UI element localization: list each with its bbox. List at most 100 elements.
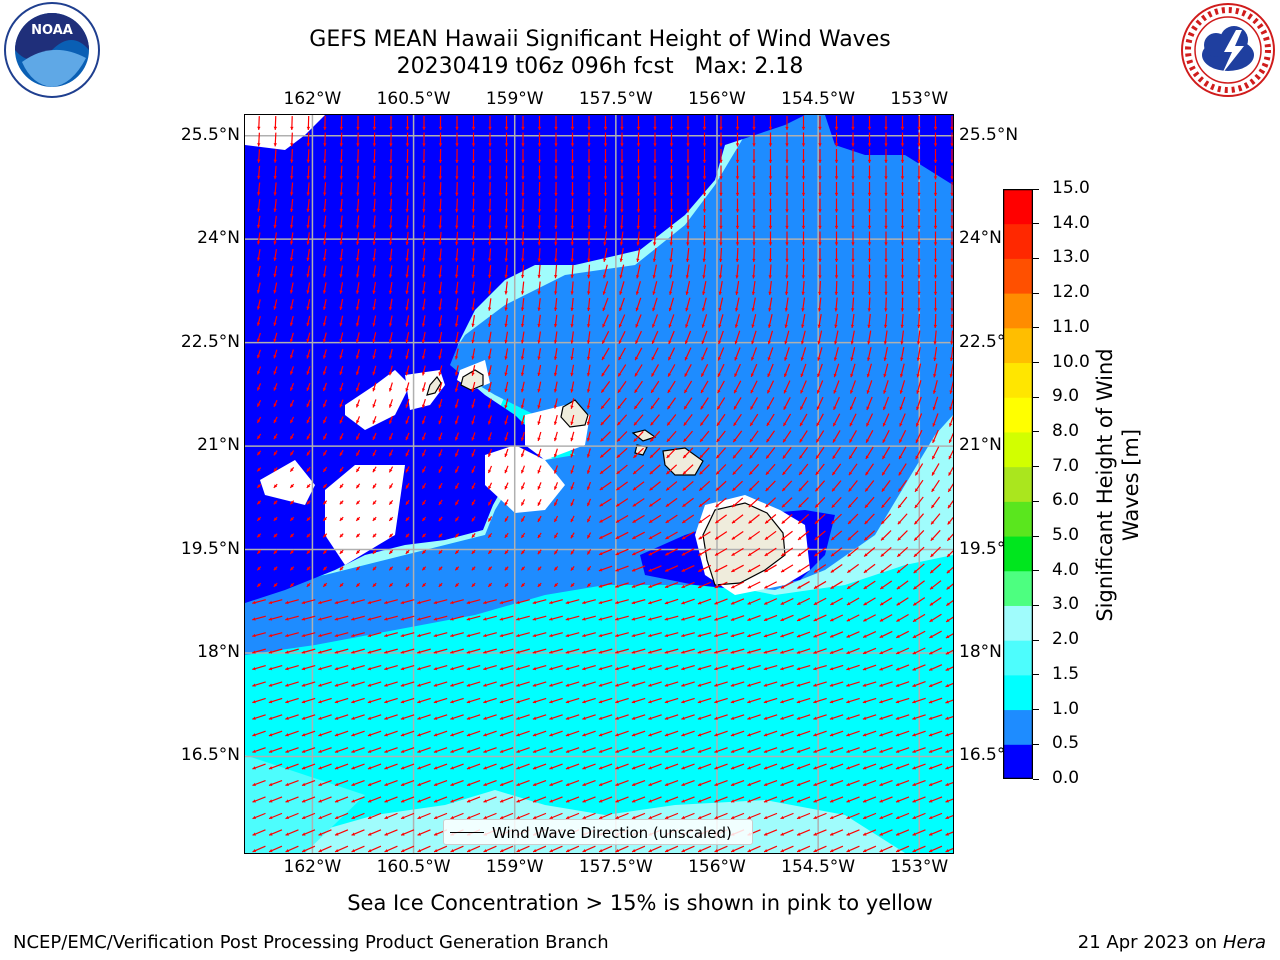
arrow-head [714, 633, 718, 638]
arrow-head [833, 390, 837, 394]
arrow-head [635, 307, 639, 312]
arrow-head [384, 716, 388, 720]
arrow-head [896, 667, 900, 671]
arrow-head [356, 468, 360, 473]
arrow-head [730, 782, 735, 786]
arrow-head [549, 683, 553, 687]
arrow-head [866, 422, 870, 427]
arrow-head [915, 423, 920, 427]
arrow-head [422, 469, 426, 473]
arrow-head [899, 422, 903, 427]
chart-subtitle: 20230419 t06z 096h fcst Max: 2.18 [396, 54, 804, 79]
arrow-head [471, 566, 476, 571]
arrow-head [798, 536, 802, 540]
arrow-head [879, 832, 884, 836]
arrow-head [372, 225, 376, 229]
arrow-head [389, 485, 393, 489]
arrow-head [301, 766, 306, 770]
arrow-head [747, 700, 751, 704]
arrow-head [917, 209, 921, 213]
arrow-head [520, 437, 525, 441]
arrow-head [752, 143, 756, 147]
arrow-head [747, 799, 751, 803]
arrow-head [615, 782, 619, 786]
arrow-head [273, 533, 278, 538]
arrow-head [913, 602, 917, 606]
arrow-head [289, 273, 294, 278]
colorbar-tick-label: 2.0 [1052, 629, 1080, 650]
arrow-head [454, 258, 459, 262]
arrow-head [252, 832, 257, 836]
arrow-head [603, 159, 608, 163]
arrow-head [268, 716, 273, 720]
arrow-head [334, 766, 339, 770]
arrow-head [257, 550, 261, 554]
arrow-head [290, 126, 294, 130]
arrow-head [466, 666, 471, 671]
arrow-head [667, 389, 671, 393]
arrow-head [488, 258, 492, 262]
arrow-head [554, 242, 558, 246]
arrow-head [784, 373, 788, 378]
arrow-head [652, 291, 656, 295]
arrow-head [306, 435, 310, 440]
arrow-head [782, 471, 786, 475]
arrow-head [450, 617, 454, 621]
arrow-head [697, 782, 702, 786]
arrow-head [537, 550, 542, 555]
arrow-head [632, 568, 636, 572]
arrow-head [928, 766, 933, 770]
arrow-head [716, 422, 721, 426]
arrow-head [848, 471, 853, 476]
arrow-head [339, 274, 343, 278]
arrow-head [846, 667, 850, 671]
arrow-head [914, 520, 918, 525]
lon-tick-label: 153°W [890, 89, 949, 109]
arrow-head [602, 340, 606, 344]
arrow-head [521, 209, 525, 213]
arrow-head [367, 650, 372, 654]
arrow-head [257, 435, 261, 440]
arrow-head [768, 242, 773, 246]
arrow-head [273, 517, 278, 521]
arrow-head [818, 159, 822, 163]
arrow-head [846, 799, 850, 803]
arrow-head [565, 749, 570, 753]
arrow-head [570, 356, 574, 360]
arrow-head [749, 455, 753, 459]
arrow-head [520, 388, 525, 393]
arrow-head [466, 733, 471, 737]
colorbar-segment [1003, 293, 1033, 329]
arrow-head [306, 468, 311, 472]
arrow-head [586, 356, 591, 360]
arrow-head [450, 700, 454, 704]
arrow-head [306, 550, 311, 554]
arrow-head [537, 534, 541, 539]
arrow-head [829, 650, 834, 654]
arrow-head [763, 683, 768, 687]
arrow-head [748, 503, 753, 508]
footer-left: NCEP/EMC/Verification Post Processing Pr… [13, 932, 609, 953]
arrow-head [504, 485, 508, 490]
arrow-head [768, 143, 773, 147]
arrow-head [532, 650, 537, 654]
arrow-head [455, 437, 459, 441]
arrow-head [685, 258, 690, 262]
arrow-head [339, 143, 344, 147]
arrow-head [268, 617, 273, 621]
lon-tick-label: 159°W [485, 857, 544, 877]
arrow-head [256, 322, 261, 326]
arrow-head [818, 209, 822, 213]
arrow-head [455, 209, 459, 213]
arrow-head [499, 600, 504, 605]
arrow-head [896, 815, 900, 820]
arrow-head [405, 159, 410, 163]
arrow-head [636, 126, 641, 130]
arrow-head [862, 716, 867, 720]
arrow-head [615, 849, 620, 853]
arrow-head [764, 569, 768, 573]
arrow-head [252, 666, 256, 671]
sea-ice-note: Sea Ice Concentration > 15% is shown in … [347, 891, 933, 915]
arrow-head [488, 469, 492, 474]
arrow-head [388, 323, 393, 327]
